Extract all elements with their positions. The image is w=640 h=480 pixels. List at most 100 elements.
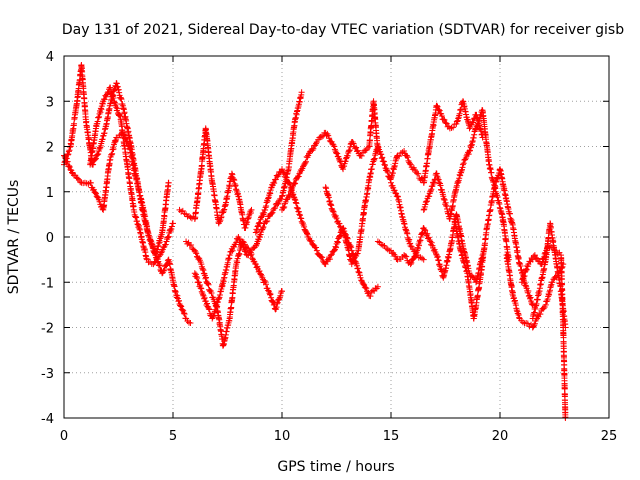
series-satellite-track-2 — [61, 129, 172, 259]
data-point-interp — [158, 249, 165, 256]
data-point-interp — [290, 191, 297, 198]
data-point-interp — [67, 166, 74, 173]
data-point-interp — [262, 204, 269, 211]
data-point — [433, 102, 440, 109]
data-point-interp — [470, 119, 477, 126]
data-point-interp — [104, 90, 111, 97]
data-point-interp — [279, 169, 286, 176]
data-point-interp — [424, 230, 431, 237]
data-point-interp — [349, 258, 356, 265]
series-satellite-track-3 — [87, 84, 176, 268]
data-point-interp — [268, 210, 275, 217]
data-point-interp — [525, 288, 532, 295]
data-point — [427, 238, 434, 245]
data-point — [420, 206, 427, 213]
data-point-interp — [150, 245, 157, 252]
data-point-interp — [411, 253, 418, 260]
data-point — [156, 252, 163, 259]
data-point — [279, 166, 285, 173]
data-point — [562, 324, 569, 331]
data-point-interp — [281, 169, 288, 176]
data-point-interp — [364, 144, 371, 151]
data-point-interp — [318, 133, 325, 140]
data-point-interp — [90, 186, 97, 193]
data-point-interp — [92, 189, 99, 196]
data-point-interp — [436, 107, 443, 114]
data-point-interp — [66, 162, 73, 169]
data-point-interp — [211, 310, 218, 317]
series-satellite-track-4 — [176, 125, 255, 232]
data-point-interp — [259, 225, 266, 232]
data-point-interp — [263, 202, 270, 209]
chart-title: Day 131 of 2021, Sidereal Day-to-day VTE… — [62, 22, 624, 38]
data-point-interp — [256, 220, 263, 227]
data-point-interp — [168, 223, 175, 230]
data-point-interp — [350, 257, 357, 264]
data-point-interp — [258, 214, 265, 221]
data-point-interp — [403, 253, 410, 260]
data-point — [440, 116, 447, 123]
data-point-interp — [293, 200, 300, 207]
data-point-interp — [147, 237, 154, 244]
data-point-interp — [66, 163, 73, 170]
data-point-interp — [523, 266, 530, 273]
y-tick-label: 0 — [46, 231, 54, 246]
data-point — [322, 261, 329, 268]
data-point-interp — [64, 151, 71, 158]
data-point-interp — [403, 152, 410, 159]
data-point-interp — [474, 123, 481, 130]
data-point-interp — [94, 151, 101, 158]
y-tick-label: -4 — [41, 412, 54, 427]
data-point-interp — [264, 198, 271, 205]
x-tick-label: 10 — [274, 429, 291, 444]
data-point-interp — [342, 158, 349, 165]
data-point-interp — [116, 112, 123, 119]
data-point-interp — [215, 295, 222, 302]
data-point-interp — [426, 193, 433, 200]
data-point — [374, 283, 381, 290]
data-point-interp — [269, 298, 276, 305]
data-point-interp — [168, 226, 175, 233]
data-point-interp — [188, 242, 195, 249]
x-tick-label: 20 — [492, 429, 509, 444]
data-point-interp — [174, 292, 181, 299]
data-point-interp — [198, 288, 205, 295]
data-point-interp — [347, 242, 354, 249]
data-point — [531, 252, 538, 259]
series-satellite-track-12 — [420, 107, 512, 263]
data-point-interp — [354, 265, 361, 272]
data-point-interp — [195, 279, 202, 286]
data-point-interp — [422, 227, 429, 234]
data-point-interp — [257, 271, 264, 278]
data-point-interp — [434, 103, 441, 110]
series-satellite-track-8 — [279, 98, 381, 213]
data-point-interp — [334, 239, 341, 246]
data-point-interp — [291, 179, 298, 186]
data-point-interp — [332, 243, 339, 250]
series-satellite-track-10 — [374, 211, 486, 286]
data-point-interp — [392, 253, 399, 260]
axis-ticks — [63, 55, 610, 419]
data-point-interp — [295, 173, 302, 180]
data-point-interp — [218, 214, 225, 221]
data-point-interp — [303, 230, 310, 237]
data-point-interp — [284, 196, 291, 203]
data-point-interp — [344, 152, 351, 159]
data-point-interp — [74, 175, 81, 182]
data-point-interp — [205, 305, 212, 312]
series-satellite-track-16 — [529, 220, 569, 331]
data-point-interp — [346, 147, 353, 154]
tick-labels: 0 5 10 15 20 25 -4 -3 -2 -1 0 1 2 3 4 — [41, 50, 617, 444]
data-point-interp — [205, 281, 212, 288]
data-point-interp — [217, 214, 224, 221]
data-point-interp — [308, 238, 315, 245]
data-point-interp — [392, 190, 399, 197]
data-point-interp — [474, 122, 481, 129]
data-point-interp — [286, 191, 293, 198]
x-tick-label: 15 — [383, 429, 400, 444]
data-point-interp — [165, 233, 172, 240]
data-point-interp — [192, 248, 199, 255]
data-point-interp — [430, 247, 437, 254]
data-point — [226, 252, 233, 259]
data-point-interp — [62, 154, 69, 161]
